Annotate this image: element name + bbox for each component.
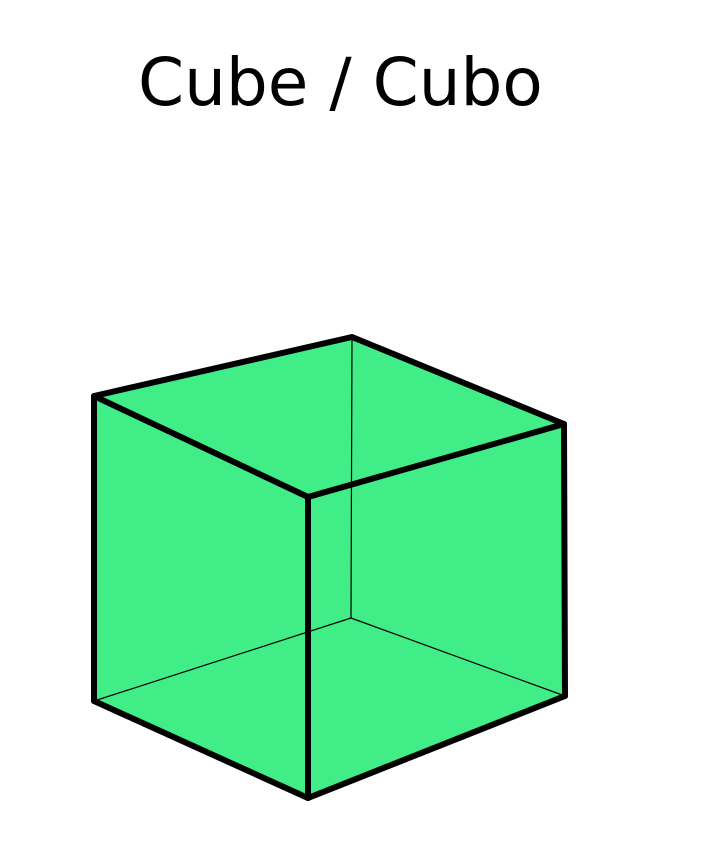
page-title: Cube / Cubo [138, 44, 543, 121]
edge-right-vertical [561, 421, 568, 699]
hidden-edge-right [350, 617, 566, 697]
edge-bottom-left [91, 698, 311, 801]
cube-right-face [308, 424, 565, 798]
hidden-edge-vertical [350, 336, 353, 619]
cube-visible-edges [91, 334, 568, 801]
edge-bottom-right [305, 693, 568, 801]
